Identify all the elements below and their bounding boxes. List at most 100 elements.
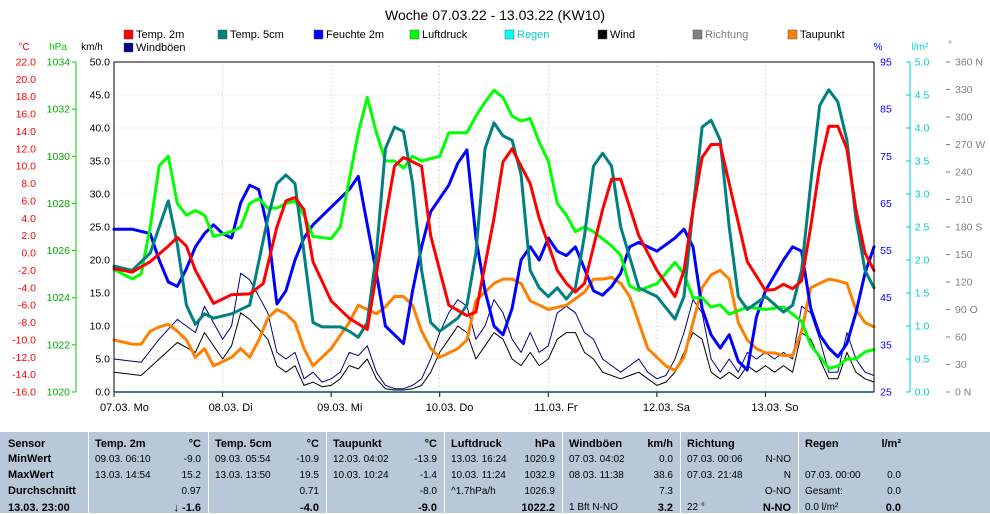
tick-label: -2.0 — [18, 265, 36, 277]
min-time: 07.03. 04:02 — [569, 454, 625, 465]
avg-value: 0.0 — [887, 486, 901, 497]
row-label-avg: Durchschnitt — [8, 485, 76, 497]
tick-label: 1034 — [47, 57, 71, 69]
max-value: -1.4 — [419, 470, 437, 481]
x-tick-label: 07.03. Mo — [100, 402, 149, 414]
max-value: 0.0 — [887, 470, 901, 481]
current-label: 0.0 l/m² — [805, 502, 839, 513]
column-unit: °C — [306, 438, 319, 450]
tick-label: 0.5 — [915, 354, 930, 366]
legend-swatch — [504, 29, 515, 40]
series-line-luftdruck — [112, 88, 876, 370]
axis-unit-label: °C — [18, 42, 29, 53]
tick-label: 35 — [880, 339, 892, 351]
tick-label: 16.0 — [16, 109, 37, 121]
legend-swatch — [123, 29, 134, 40]
series-line-windb-en — [113, 272, 875, 390]
max-value: 19.5 — [299, 470, 319, 481]
column-unit: °C — [424, 438, 437, 450]
min-value: N-NO — [765, 454, 791, 465]
tick-label: 1020 — [47, 387, 71, 399]
stats-column-taupunkt: Taupunkt °C 12.03. 04:02 -13.9 10.03. 10:24 -… — [326, 432, 445, 514]
stats-column-regen: Regen l/m² 07.03. 00:00 0.0 Gesamt: 0.0 0.0 l/… — [798, 432, 909, 514]
axis-unit-label: hPa — [49, 42, 67, 53]
tick-label: 90 O — [955, 304, 978, 316]
axis-ticks: 22.0 20.0 18.0 16.0 14.0 12.0 10.0 8.0 6.0 4.0 2.0… — [12, 57, 985, 415]
column-unit: hPa — [534, 438, 555, 450]
column-header: Regen — [805, 438, 839, 450]
tick-label: 3.0 — [915, 189, 930, 201]
axis-unit-label: l/m² — [912, 42, 929, 53]
legend-swatch — [409, 29, 420, 40]
tick-label: 330 — [955, 84, 973, 96]
tick-label: 1.5 — [915, 288, 930, 300]
tick-label: 5.0 — [915, 57, 930, 69]
stats-column-windb-en: Windböen km/h 07.03. 04:02 0.0 08.03. 11:38 3… — [562, 432, 681, 514]
max-time: 08.03. 11:38 — [569, 470, 624, 481]
tick-label: 55 — [880, 245, 892, 257]
x-tick-label: 12.03. Sa — [643, 402, 691, 414]
tick-label: 45.0 — [90, 90, 111, 102]
axes-lines — [113, 61, 875, 393]
series-line-temp-2m — [112, 124, 876, 331]
max-time: 07.03. 00:00 — [805, 470, 861, 481]
tick-label: 20.0 — [90, 255, 111, 267]
tick-label: 30 — [955, 359, 967, 371]
column-header: Temp. 5cm — [215, 438, 272, 450]
row-label-max: MaxWert — [8, 469, 54, 481]
tick-label: 50.0 — [90, 57, 111, 69]
max-value: 38.6 — [653, 470, 673, 481]
legend-label: Luftdruck — [422, 29, 468, 41]
min-time: 07.03. 00:06 — [687, 454, 743, 465]
avg-value: 0.71 — [299, 486, 319, 497]
tick-label: 10.0 — [16, 161, 37, 173]
tick-label: -12.0 — [12, 352, 36, 364]
max-value: 1032.9 — [524, 470, 555, 481]
min-time: 09.03. 05:54 — [215, 454, 271, 465]
tick-label: 60 — [955, 332, 967, 344]
legend-swatch — [787, 29, 798, 40]
min-value: -9.0 — [183, 454, 201, 465]
avg-value: 7.3 — [659, 486, 673, 497]
max-value: 15.2 — [181, 470, 201, 481]
max-value: N — [783, 470, 791, 481]
tick-label: 0 N — [955, 387, 971, 399]
current-value: N-NO — [762, 502, 791, 514]
legend-label: Feuchte 2m — [326, 29, 384, 41]
tick-label: 210 — [955, 194, 973, 206]
tick-label: 75 — [880, 151, 892, 163]
axis-units: °C hPa km/h% l/m² ° — [18, 40, 952, 53]
legend-swatch — [313, 29, 324, 40]
chart-title: Woche 07.03.22 - 13.03.22 (KW10) — [385, 7, 605, 23]
legend-label: Richtung — [705, 29, 748, 41]
x-tick-label: 13.03. So — [751, 402, 798, 414]
min-value: 0.0 — [659, 454, 673, 465]
x-tick-label: 09.03. Mi — [317, 402, 362, 414]
current-label: 22 ° — [687, 502, 705, 513]
x-tick-label: 08.03. Di — [209, 402, 253, 414]
tick-label: 2.5 — [915, 222, 930, 234]
legend-swatch — [597, 29, 608, 40]
max-time: 07.03. 21:48 — [687, 470, 743, 481]
stats-column-temp-5cm: Temp. 5cm °C 09.03. 05:54 -10.9 13.03. 13:50… — [208, 432, 327, 514]
column-unit: l/m² — [881, 438, 901, 450]
tick-label: 18.0 — [16, 91, 37, 103]
tick-label: 1032 — [47, 104, 71, 116]
current-value: 1022.2 — [521, 502, 555, 514]
legend-swatch — [692, 29, 703, 40]
tick-label: -6.0 — [18, 300, 36, 312]
tick-label: 240 — [955, 167, 973, 179]
tick-label: 12.0 — [16, 143, 37, 155]
tick-label: 45 — [880, 292, 892, 304]
tick-label: 15.0 — [90, 288, 111, 300]
tick-label: -16.0 — [12, 387, 36, 399]
tick-label: 6.0 — [21, 195, 36, 207]
current-value: -4.0 — [300, 502, 319, 514]
axis-unit-label: ° — [948, 40, 952, 51]
tick-label: 30.0 — [90, 189, 111, 201]
max-time: 13.03. 13:50 — [215, 470, 271, 481]
tick-label: 3.5 — [915, 156, 930, 168]
x-tick-label: 10.03. Do — [426, 402, 474, 414]
tick-label: -4.0 — [18, 282, 36, 294]
series-line-temp-5cm — [112, 88, 876, 339]
